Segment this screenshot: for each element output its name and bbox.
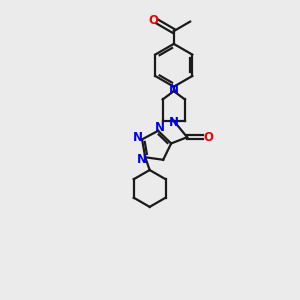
Text: N: N: [169, 82, 179, 96]
Text: N: N: [154, 121, 165, 134]
Text: O: O: [149, 14, 159, 27]
Text: N: N: [169, 116, 179, 130]
Text: N: N: [133, 131, 143, 144]
Text: N: N: [136, 153, 147, 166]
Text: O: O: [203, 131, 213, 144]
